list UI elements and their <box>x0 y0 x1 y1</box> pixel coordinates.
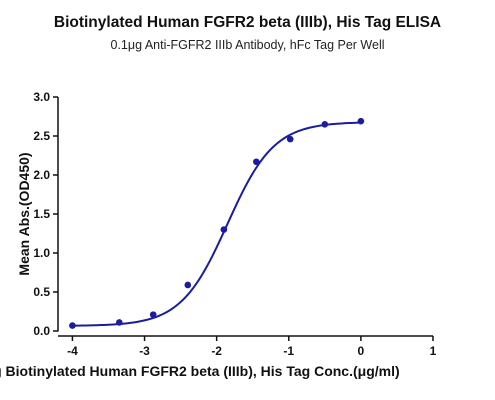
y-tick-label: 1.5 <box>33 207 50 221</box>
data-point <box>357 117 365 125</box>
y-tick-label: 3.0 <box>33 90 50 104</box>
fit-curve <box>72 121 361 327</box>
data-point <box>253 158 260 166</box>
x-tick-label: -2 <box>211 344 222 358</box>
chart-subtitle: 0.1μg Anti-FGFR2 IIIb Antibody, hFc Tag … <box>110 38 385 52</box>
y-tick-label: 2.0 <box>33 168 50 182</box>
data-point <box>220 226 228 233</box>
data-point <box>115 319 123 326</box>
x-axis-label: Log Biotinylated Human FGFR2 beta (IIIb)… <box>0 363 400 379</box>
x-tick-label: 0 <box>358 344 365 358</box>
x-tick-label: 1 <box>430 344 437 358</box>
y-tick-label: 0.0 <box>33 324 50 338</box>
x-tick-label: -1 <box>283 344 294 358</box>
data-point <box>321 121 329 128</box>
data-point <box>69 322 76 329</box>
x-tick-label: -3 <box>139 344 150 358</box>
y-tick-label: 0.5 <box>33 285 50 299</box>
data-point <box>286 135 294 143</box>
y-tick-label: 2.5 <box>33 129 50 143</box>
x-tick-label: -4 <box>67 344 78 358</box>
chart-title: Biotinylated Human FGFR2 beta (IIIb), Hi… <box>53 14 442 31</box>
data-point <box>184 281 192 289</box>
y-tick-label: 1.0 <box>33 246 50 260</box>
data-point <box>149 311 157 318</box>
